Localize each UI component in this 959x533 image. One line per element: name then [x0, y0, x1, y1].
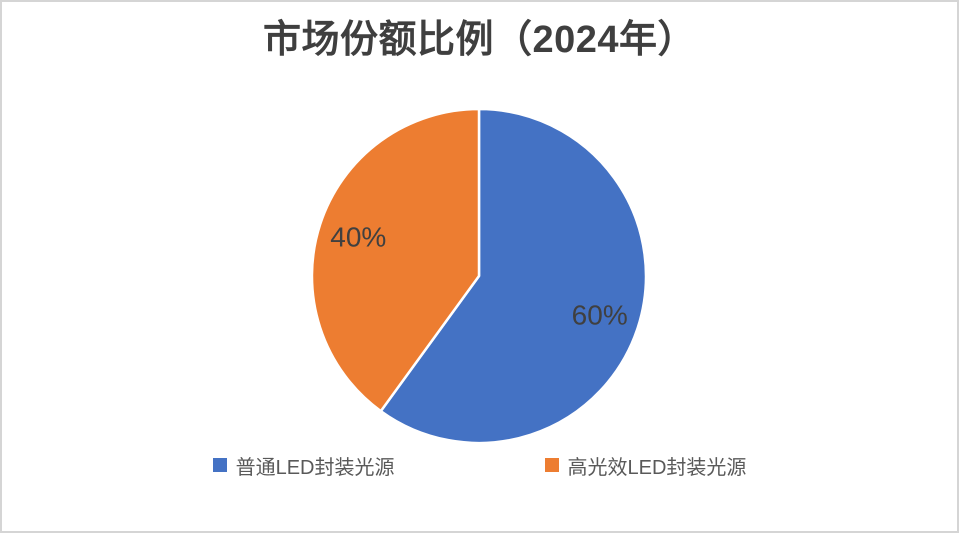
legend: 普通LED封装光源 高光效LED封装光源 [0, 452, 959, 479]
legend-marker-icon [212, 458, 227, 472]
chart-title: 市场份额比例（2024年） [262, 19, 697, 61]
legend-label: 普通LED封装光源 [235, 456, 395, 479]
slice-label-1: 40% [330, 221, 386, 252]
legend-marker-icon [544, 458, 559, 472]
legend-item-0: 普通LED封装光源 [212, 452, 395, 479]
pie-slice-1 [310, 107, 481, 413]
legend-label: 高光效LED封装光源 [567, 456, 747, 479]
pie-slice-0 [379, 107, 648, 445]
legend-item-1: 高光效LED封装光源 [544, 452, 747, 479]
slice-label-0: 60% [572, 300, 628, 331]
